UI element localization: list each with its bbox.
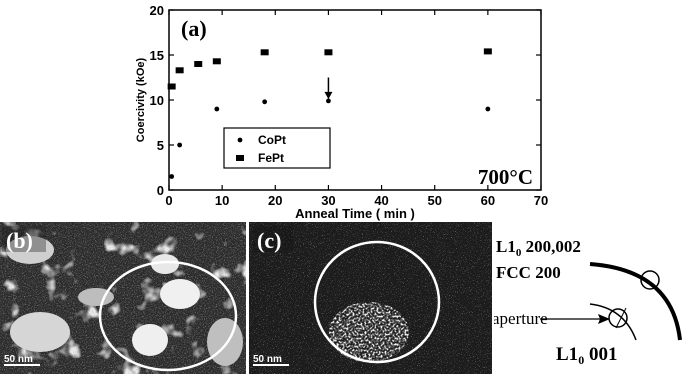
- point-fept: [194, 61, 203, 67]
- point-fept: [175, 67, 184, 74]
- point-copt: [262, 99, 268, 105]
- coercivity-chart: 0 10 20 30 40 50 60 70 0 5 10 15 20 Anneal Time ( min…: [135, 3, 548, 221]
- ring-spot-circle: [640, 270, 660, 290]
- point-fept: [324, 49, 333, 56]
- x-tick-label: 40: [374, 193, 388, 208]
- ring-label-l10: L10 200,002: [496, 237, 581, 259]
- diffraction-schematic: L10 200,002 FCC 200 aperture L10 001: [494, 237, 682, 367]
- y-tick-label: 20: [150, 3, 164, 18]
- scale-bar-c: 50 nm: [253, 354, 282, 365]
- y-axis-label: Coercivity (kOe): [135, 57, 147, 142]
- diffraction-ring-arc: [589, 262, 682, 341]
- legend-label-fept: FePt: [258, 151, 284, 165]
- y-tick-label: 15: [150, 48, 164, 63]
- x-tick-label: 30: [321, 193, 335, 208]
- point-copt: [326, 98, 331, 104]
- point-fept: [212, 58, 221, 65]
- ring-label-fcc: FCC 200: [496, 263, 561, 282]
- point-fept: [483, 48, 492, 55]
- legend-marker-fept: [236, 155, 244, 161]
- panel-label-b: (b): [6, 228, 33, 253]
- aperture-circle-b: [98, 260, 238, 372]
- micrograph-c: (c) 50 nm: [249, 222, 492, 374]
- point-fept: [260, 49, 269, 56]
- y-tick-label: 10: [150, 93, 164, 108]
- legend-box: [223, 127, 331, 169]
- scale-bar-b: 50 nm: [4, 354, 33, 365]
- spot-label-l10-001: L10 001: [556, 344, 617, 367]
- x-tick-label: 10: [215, 193, 229, 208]
- micrograph-b: (b) 50 nm: [0, 222, 246, 374]
- legend-marker-copt: [237, 137, 243, 143]
- panel-label-c: (c): [257, 228, 281, 253]
- aperture-spot-circle: [608, 308, 628, 328]
- legend-label-copt: CoPt: [258, 133, 286, 147]
- micrograph-b-image: (b) 50 nm: [0, 222, 246, 374]
- point-copt: [485, 106, 491, 112]
- panel-label-a: (a): [181, 16, 207, 41]
- x-tick-label: 0: [165, 193, 172, 208]
- point-copt: [169, 174, 175, 179]
- y-tick-label: 0: [157, 183, 164, 198]
- point-copt: [214, 106, 220, 112]
- aperture-circle-c: [313, 240, 441, 364]
- inner-arc: [589, 303, 637, 341]
- point-fept: [167, 83, 176, 90]
- arrow-head: [324, 91, 333, 100]
- x-tick-label: 20: [268, 193, 282, 208]
- x-tick-label: 60: [481, 193, 495, 208]
- micrograph-c-image: (c) 50 nm: [249, 222, 492, 374]
- temperature-annotation: 700°C: [478, 165, 533, 189]
- y-tick-label: 5: [157, 138, 164, 153]
- aperture-label: aperture: [494, 309, 548, 328]
- x-tick-label: 70: [534, 193, 548, 208]
- x-tick-label: 50: [427, 193, 441, 208]
- x-axis-label: Anneal Time ( min ): [295, 206, 415, 221]
- point-copt: [177, 142, 183, 148]
